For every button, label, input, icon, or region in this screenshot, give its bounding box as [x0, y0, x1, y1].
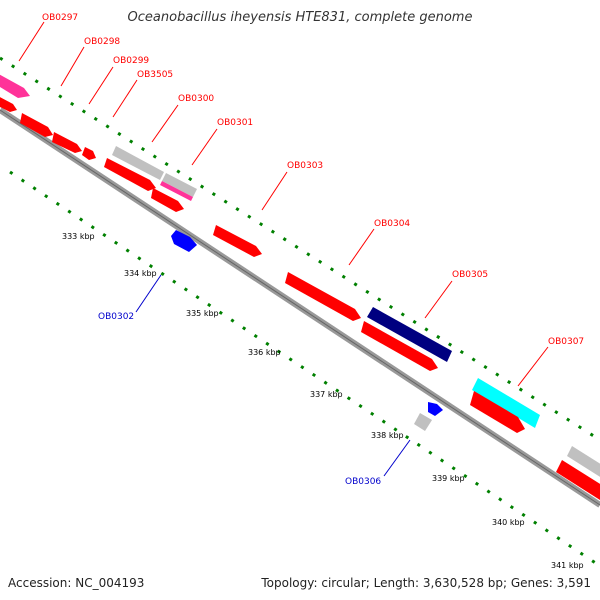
gene-labels-reverse: OB0302 OB0306	[98, 312, 381, 487]
gene-label[interactable]: OB0303	[287, 161, 323, 171]
gene-OB0303[interactable]	[213, 225, 262, 257]
tick-label: 341 kbp	[551, 561, 584, 570]
gene-OB0307[interactable]	[470, 391, 525, 433]
tick-label: 334 kbp	[124, 269, 157, 278]
gene-OB0301-pink[interactable]	[160, 181, 193, 201]
tick-label: 333 kbp	[62, 232, 95, 241]
gene-label[interactable]: OB3505	[137, 70, 173, 80]
gene-label[interactable]: OB0305	[452, 270, 488, 280]
tick-label: 337 kbp	[310, 390, 343, 399]
gene-label[interactable]: OB0300	[178, 94, 214, 104]
gene-label[interactable]: OB0304	[374, 219, 410, 229]
gene-OB0306-grey[interactable]	[414, 413, 432, 431]
gene-label[interactable]: OB0301	[217, 118, 253, 128]
inner-scale-ring	[9, 170, 600, 568]
gene-OB0298-small[interactable]	[0, 96, 17, 112]
tick-label: 338 kbp	[371, 431, 404, 440]
gene-OB0306[interactable]	[428, 402, 443, 416]
gene-OB0305[interactable]	[361, 321, 438, 371]
gene-OB0302[interactable]	[171, 230, 197, 252]
reverse-genes	[171, 230, 443, 431]
gene-OB0300-grey[interactable]	[112, 146, 164, 180]
gene-OB0299[interactable]	[52, 132, 82, 153]
gene-OB0300b[interactable]	[151, 188, 184, 212]
gene-label[interactable]: OB0298	[84, 37, 120, 47]
gene-OB0304[interactable]	[285, 272, 361, 321]
gene-label[interactable]: OB0307	[548, 337, 584, 347]
page-title: Oceanobacillus iheyensis HTE831, complet…	[127, 10, 473, 25]
scale-labels: 333 kbp 334 kbp 335 kbp 336 kbp 337 kbp …	[62, 232, 584, 570]
gene-OB3505[interactable]	[82, 147, 96, 160]
tick-label: 336 kbp	[248, 348, 281, 357]
gene-OB0301[interactable]	[162, 173, 197, 197]
label-leaders-reverse	[135, 274, 411, 477]
gene-label[interactable]: OB0306	[345, 477, 381, 487]
outer-scale-ring	[0, 56, 600, 442]
gene-OB0298[interactable]	[20, 113, 53, 137]
gene-label[interactable]: OB0302	[98, 312, 134, 322]
genome-stats-text: Topology: circular; Length: 3,630,528 bp…	[261, 576, 591, 590]
gene-OB0305-dark[interactable]	[367, 307, 452, 362]
gene-end-red[interactable]	[556, 460, 600, 500]
tick-label: 335 kbp	[186, 309, 219, 318]
label-leaders	[18, 21, 549, 387]
tick-label: 339 kbp	[432, 474, 465, 483]
tick-label: 340 kbp	[492, 518, 525, 527]
forward-genes	[0, 72, 600, 500]
gene-OB0297[interactable]	[0, 72, 30, 98]
gene-end-grey[interactable]	[567, 446, 600, 480]
accession-text: Accession: NC_004193	[8, 576, 145, 590]
gene-OB0307-cyan[interactable]	[472, 378, 540, 428]
gene-OB0300[interactable]	[104, 158, 156, 191]
gene-label[interactable]: OB0297	[42, 13, 78, 23]
gene-labels: OB0297 OB0298 OB0299 OB3505 OB0300 OB030…	[42, 13, 584, 347]
gene-label[interactable]: OB0299	[113, 56, 149, 66]
genome-backbone-center	[0, 109, 600, 506]
